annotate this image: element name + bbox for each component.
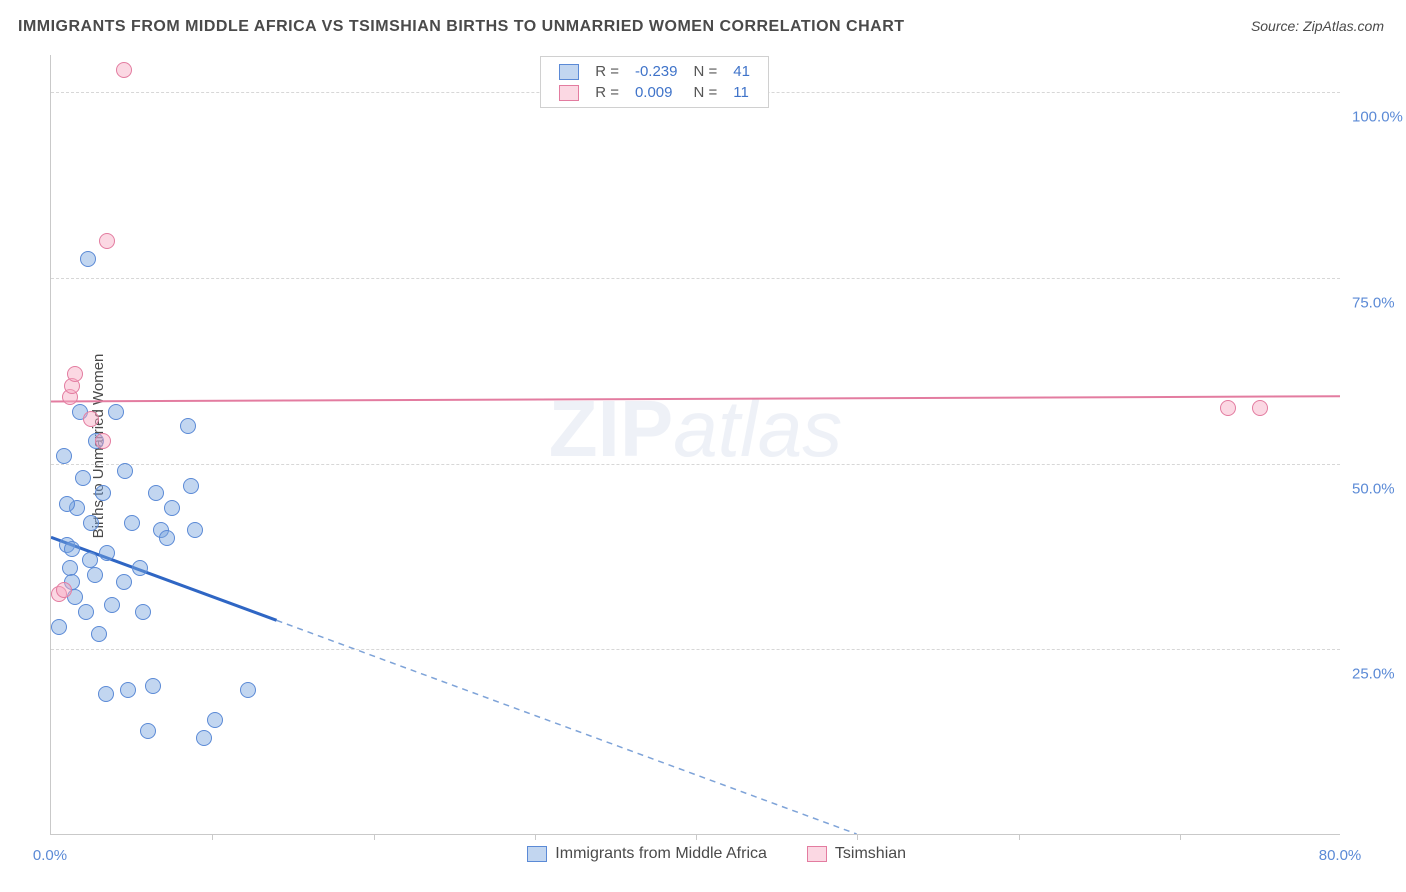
- source-attribution: Source: ZipAtlas.com: [1251, 18, 1384, 34]
- y-tick-label: 100.0%: [1352, 109, 1403, 126]
- scatter-point-blue: [207, 712, 223, 728]
- source-label: Source:: [1251, 18, 1299, 34]
- y-tick-label: 50.0%: [1352, 480, 1395, 497]
- scatter-point-blue: [95, 485, 111, 501]
- scatter-point-blue: [196, 730, 212, 746]
- scatter-point-blue: [120, 682, 136, 698]
- scatter-point-blue: [148, 485, 164, 501]
- x-tick-label: 0.0%: [33, 847, 67, 864]
- watermark-bold: ZIP: [549, 384, 673, 473]
- x-tick-mark: [212, 834, 213, 840]
- legend-r-value: -0.239: [627, 61, 686, 82]
- trend-line-pink: [51, 396, 1340, 401]
- scatter-point-blue: [183, 478, 199, 494]
- scatter-point-pink: [1252, 400, 1268, 416]
- gridline-horizontal: [51, 649, 1340, 650]
- x-tick-label: 80.0%: [1319, 847, 1362, 864]
- scatter-point-blue: [240, 682, 256, 698]
- legend-series-label: Immigrants from Middle Africa: [555, 845, 767, 862]
- legend-row-pink: R =0.009N =11: [551, 82, 758, 103]
- legend-series-label: Tsimshian: [835, 845, 906, 862]
- scatter-point-blue: [124, 515, 140, 531]
- scatter-point-blue: [56, 448, 72, 464]
- chart-frame: IMMIGRANTS FROM MIDDLE AFRICA VS TSIMSHI…: [0, 0, 1406, 892]
- scatter-point-blue: [51, 619, 67, 635]
- x-tick-mark: [696, 834, 697, 840]
- legend-bottom: Immigrants from Middle Africa Tsimshian: [527, 845, 906, 863]
- scatter-point-blue: [99, 545, 115, 561]
- scatter-point-blue: [98, 686, 114, 702]
- y-tick-label: 25.0%: [1352, 666, 1395, 683]
- scatter-point-blue: [80, 251, 96, 267]
- scatter-point-blue: [91, 626, 107, 642]
- x-tick-mark: [374, 834, 375, 840]
- trend-lines-svg: [51, 55, 1340, 834]
- x-tick-mark: [1180, 834, 1181, 840]
- swatch-pink-icon: [559, 85, 579, 101]
- scatter-point-blue: [180, 418, 196, 434]
- scatter-point-blue: [78, 604, 94, 620]
- swatch-blue-icon: [527, 846, 547, 862]
- scatter-point-pink: [56, 582, 72, 598]
- scatter-point-blue: [132, 560, 148, 576]
- scatter-point-pink: [1220, 400, 1236, 416]
- swatch-blue-icon: [559, 64, 579, 80]
- scatter-point-blue: [135, 604, 151, 620]
- scatter-point-blue: [82, 552, 98, 568]
- watermark-italic: atlas: [673, 384, 842, 473]
- scatter-point-blue: [140, 723, 156, 739]
- scatter-point-blue: [117, 463, 133, 479]
- scatter-point-pink: [67, 366, 83, 382]
- scatter-point-blue: [62, 560, 78, 576]
- scatter-point-blue: [145, 678, 161, 694]
- trend-line-blue-dashed: [277, 620, 857, 834]
- legend-n-value: 11: [725, 82, 758, 103]
- x-tick-mark: [1019, 834, 1020, 840]
- scatter-point-blue: [108, 404, 124, 420]
- legend-correlation-box: R =-0.239N =41R =0.009N =11: [540, 56, 769, 108]
- legend-n-label: N =: [686, 82, 726, 103]
- x-tick-mark: [535, 834, 536, 840]
- scatter-point-pink: [95, 433, 111, 449]
- swatch-pink-icon: [807, 846, 827, 862]
- y-tick-label: 75.0%: [1352, 294, 1395, 311]
- scatter-point-pink: [116, 62, 132, 78]
- scatter-point-pink: [83, 411, 99, 427]
- source-value: ZipAtlas.com: [1303, 18, 1384, 34]
- scatter-point-blue: [116, 574, 132, 590]
- scatter-point-blue: [164, 500, 180, 516]
- legend-r-label: R =: [587, 61, 627, 82]
- scatter-point-blue: [87, 567, 103, 583]
- watermark-text: ZIPatlas: [549, 383, 842, 475]
- legend-r-label: R =: [587, 82, 627, 103]
- gridline-horizontal: [51, 464, 1340, 465]
- gridline-horizontal: [51, 278, 1340, 279]
- chart-title: IMMIGRANTS FROM MIDDLE AFRICA VS TSIMSHI…: [18, 18, 905, 36]
- scatter-point-blue: [159, 530, 175, 546]
- x-tick-mark: [857, 834, 858, 840]
- scatter-point-pink: [99, 233, 115, 249]
- scatter-point-blue: [59, 496, 75, 512]
- legend-row-blue: R =-0.239N =41: [551, 61, 758, 82]
- legend-r-value: 0.009: [627, 82, 686, 103]
- legend-n-value: 41: [725, 61, 758, 82]
- plot-area: ZIPatlas: [50, 55, 1340, 835]
- scatter-point-blue: [83, 515, 99, 531]
- scatter-point-blue: [187, 522, 203, 538]
- legend-n-label: N =: [686, 61, 726, 82]
- scatter-point-blue: [104, 597, 120, 613]
- scatter-point-blue: [75, 470, 91, 486]
- scatter-point-blue: [64, 541, 80, 557]
